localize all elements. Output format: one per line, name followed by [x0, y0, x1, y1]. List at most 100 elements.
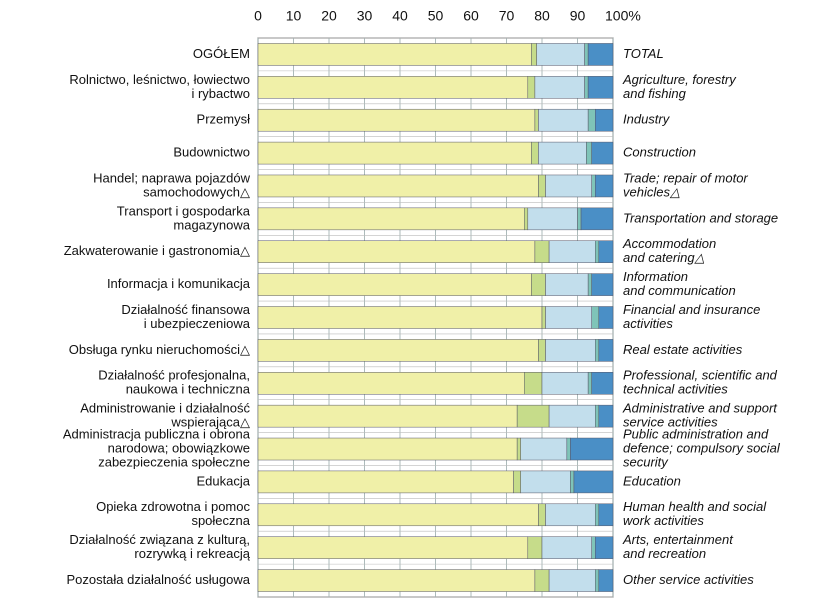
bar-segment [527, 536, 543, 559]
bar-segment [257, 207, 525, 231]
bar-segment [591, 306, 600, 329]
bar-segment [598, 339, 614, 362]
category-label: i ubezpieczeniowa [144, 316, 251, 331]
bar-segment [534, 569, 550, 592]
category-label-en: Arts, entertainment [622, 532, 734, 547]
bar-segment [587, 372, 592, 395]
x-tick-label: 50 [428, 8, 444, 24]
category-label: Pozostała działalność usługowa [66, 572, 250, 587]
category-label-en: vehicles△ [623, 184, 680, 199]
category-label: Budownictwo [173, 145, 250, 160]
category-label-en: Construction [623, 145, 696, 160]
category-label: Informacja i komunikacja [107, 276, 251, 291]
bar-segment [598, 404, 614, 428]
category-label-en: Accommodation [622, 236, 716, 251]
bar-segment [531, 273, 546, 296]
bar-segment [545, 339, 596, 362]
bar-segment [516, 437, 521, 461]
bar-segment [545, 306, 592, 329]
bar-segment [598, 240, 614, 263]
x-tick-label: 70 [499, 8, 515, 24]
bar-segment [595, 339, 600, 362]
bar-segment [595, 108, 614, 132]
category-label-en: Human health and social [623, 499, 767, 514]
bar-segment [531, 43, 537, 66]
bar-segment [527, 76, 536, 99]
bar-segment [257, 43, 532, 66]
bar-segment [534, 240, 550, 263]
category-label-en: and fishing [623, 86, 687, 101]
category-label-en: work activities [623, 513, 704, 528]
category-label: Edukacja [197, 473, 251, 488]
category-label-en: Education [623, 473, 681, 488]
bar-segment [595, 503, 600, 527]
x-tick-label: 80 [534, 8, 550, 24]
bar-segment [520, 470, 571, 494]
bar-segment [595, 174, 614, 198]
bar-segment [513, 470, 521, 494]
category-label: Obsługa rynku nieruchomości△ [69, 342, 250, 357]
bar-segment [541, 372, 589, 395]
bar-segment [257, 273, 532, 296]
category-label: i rybactwo [191, 86, 250, 101]
category-label-en: Financial and insurance [623, 302, 760, 317]
bar-segment [538, 503, 546, 527]
bar-segment [257, 569, 536, 592]
category-label: Działalność związana z kulturą, [69, 532, 250, 547]
bar-segment [580, 207, 614, 231]
category-label-en: Information [623, 269, 688, 284]
bar-segment [257, 108, 536, 132]
bar-segment [534, 108, 539, 132]
bar-segment [591, 273, 614, 296]
category-label-en: and communication [623, 283, 736, 298]
bar-segment [257, 437, 518, 461]
category-label: magazynowa [173, 217, 250, 232]
x-tick-label: 20 [321, 8, 337, 24]
bar-segment [570, 470, 575, 494]
category-label: Transport i gospodarka [117, 203, 251, 218]
category-label: społeczna [191, 513, 250, 528]
bar-segment [257, 141, 532, 165]
bar-segment [591, 141, 614, 165]
bar-segment [541, 306, 546, 329]
category-label: OGÓŁEM [193, 46, 250, 61]
category-label-en: Real estate activities [623, 342, 743, 357]
bar-segment [570, 437, 614, 461]
category-label: Przemysł [197, 112, 251, 127]
category-label-en: Agriculture, forestry [622, 72, 737, 87]
bar-segment [591, 174, 596, 198]
bar-segment [527, 207, 578, 231]
bar-segment [591, 536, 596, 559]
x-tick-label: 0 [254, 8, 262, 24]
bar-segment [598, 569, 614, 592]
bar-segment [598, 306, 614, 329]
bar-segment [586, 141, 592, 165]
category-label: rozrywką i rekreacją [134, 546, 250, 561]
bar-segment [520, 437, 568, 461]
bar-segment [538, 108, 589, 132]
bar-segment [524, 372, 543, 395]
x-tick-label: 40 [392, 8, 408, 24]
category-label-en: Administrative and support [622, 401, 778, 416]
category-label-en: and catering△ [623, 250, 705, 265]
bar-segment [538, 174, 546, 198]
bar-segment [534, 76, 585, 99]
category-label-en: Professional, scientific and [623, 368, 778, 383]
bar-segment [598, 503, 614, 527]
x-tick-label: 30 [357, 8, 373, 24]
bar-segment [584, 76, 589, 99]
category-label: Administrowanie i działalność [80, 401, 250, 416]
bar-segment [587, 76, 614, 99]
category-label: zabezpieczenia społeczne [98, 454, 250, 469]
x-tick-label: 100% [605, 8, 641, 24]
bar-segment [548, 404, 596, 428]
bar-segment [577, 207, 582, 231]
bar-segment [531, 141, 539, 165]
x-tick-label: 10 [286, 8, 302, 24]
bar-segment [573, 470, 614, 494]
bar-segment [566, 437, 571, 461]
category-label-en: and recreation [623, 546, 706, 561]
bar-segment [591, 372, 614, 395]
bar-segment [595, 536, 614, 559]
